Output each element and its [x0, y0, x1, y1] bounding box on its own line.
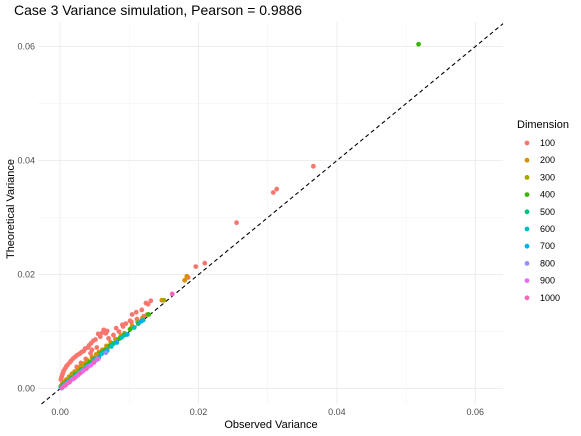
data-point [145, 301, 151, 307]
legend-key [524, 261, 530, 266]
legend-item-600: 600 [524, 224, 555, 234]
data-point [95, 356, 101, 362]
legend-item-200: 200 [524, 155, 555, 165]
x-tick-label: 0.00 [51, 407, 69, 417]
data-point [184, 273, 190, 279]
data-point [202, 260, 208, 266]
data-point [113, 325, 119, 331]
legend-label: 100 [540, 138, 555, 148]
x-axis-ticks: 0.00 0.02 0.04 0.06 [51, 407, 484, 417]
legend-key [524, 209, 530, 215]
data-point [131, 325, 137, 330]
data-point [99, 330, 105, 336]
data-point [119, 334, 125, 340]
data-point [193, 264, 199, 269]
data-point [139, 307, 145, 313]
x-tick-label: 0.04 [328, 407, 346, 417]
data-point [72, 375, 78, 381]
legend-item-700: 700 [524, 241, 555, 251]
x-tick-label: 0.02 [190, 407, 208, 417]
legend-title: Dimension [517, 119, 569, 131]
data-point [63, 382, 69, 388]
y-tick-label: 0.00 [17, 384, 35, 394]
legend-key [524, 192, 530, 198]
legend-key [524, 140, 530, 146]
data-point [270, 190, 276, 195]
legend-label: 500 [540, 207, 555, 217]
data-point [148, 298, 154, 304]
data-point [114, 340, 120, 345]
legend-item-1000: 1000 [524, 293, 560, 303]
legend-key [524, 157, 530, 163]
data-point [58, 377, 64, 382]
data-points [58, 41, 421, 391]
legend-key [524, 243, 530, 249]
data-point [416, 41, 421, 47]
series-100 [58, 163, 316, 385]
data-point [77, 370, 83, 376]
data-point [129, 312, 135, 317]
chart-title: Case 3 Variance simulation, Pearson = 0.… [14, 2, 302, 18]
data-point [274, 186, 280, 192]
legend-label: 1000 [540, 293, 560, 303]
legend-item-500: 500 [524, 207, 555, 217]
data-point [91, 359, 97, 365]
series-1000 [59, 291, 175, 390]
legend-key [524, 175, 530, 180]
data-point [108, 344, 114, 349]
legend-label: 600 [540, 224, 555, 234]
data-point [311, 163, 316, 169]
data-point [116, 329, 122, 334]
data-point [111, 332, 116, 338]
data-point [123, 321, 129, 327]
data-point [124, 332, 130, 337]
data-point [84, 366, 89, 372]
legend-item-800: 800 [524, 258, 555, 268]
data-point [106, 336, 111, 341]
data-point [67, 379, 73, 385]
data-point [161, 297, 167, 303]
legend-item-900: 900 [524, 276, 555, 286]
y-axis-ticks: 0.00 0.02 0.04 0.06 [17, 42, 35, 394]
data-point [146, 312, 152, 317]
data-point [59, 385, 65, 390]
data-point [99, 351, 105, 357]
data-point [182, 277, 188, 283]
x-tick-label: 0.06 [467, 407, 485, 417]
y-tick-label: 0.04 [17, 156, 35, 166]
legend-label: 400 [540, 190, 555, 200]
data-point [138, 318, 144, 324]
legend-key [524, 226, 530, 232]
legend-label: 300 [540, 172, 555, 182]
grid [38, 22, 503, 404]
legend-key [524, 295, 530, 301]
data-point [133, 309, 139, 315]
y-axis-title: Theoretical Variance [5, 159, 17, 259]
y-tick-label: 0.06 [17, 42, 35, 52]
legend-label: 200 [540, 155, 555, 165]
x-axis-title: Observed Variance [224, 419, 317, 431]
legend-label: 700 [540, 241, 555, 251]
legend-item-400: 400 [524, 190, 555, 200]
data-point [97, 334, 103, 340]
legend: Dimension 100200300400500600700800900100… [517, 119, 569, 303]
data-point [234, 220, 239, 226]
data-point [129, 319, 134, 325]
data-point [103, 350, 109, 356]
data-point [94, 345, 100, 350]
data-point [127, 326, 133, 332]
y-tick-label: 0.02 [17, 270, 35, 280]
legend-items: 100 200 300 400 500 600 700 800 900 1000 [524, 138, 560, 303]
data-point [88, 362, 93, 368]
data-point [169, 291, 175, 297]
legend-label: 800 [540, 258, 555, 268]
legend-item-100: 100 [524, 138, 555, 148]
data-point [89, 347, 95, 353]
legend-label: 900 [540, 276, 555, 286]
legend-item-300: 300 [524, 172, 555, 182]
legend-key [524, 278, 530, 283]
